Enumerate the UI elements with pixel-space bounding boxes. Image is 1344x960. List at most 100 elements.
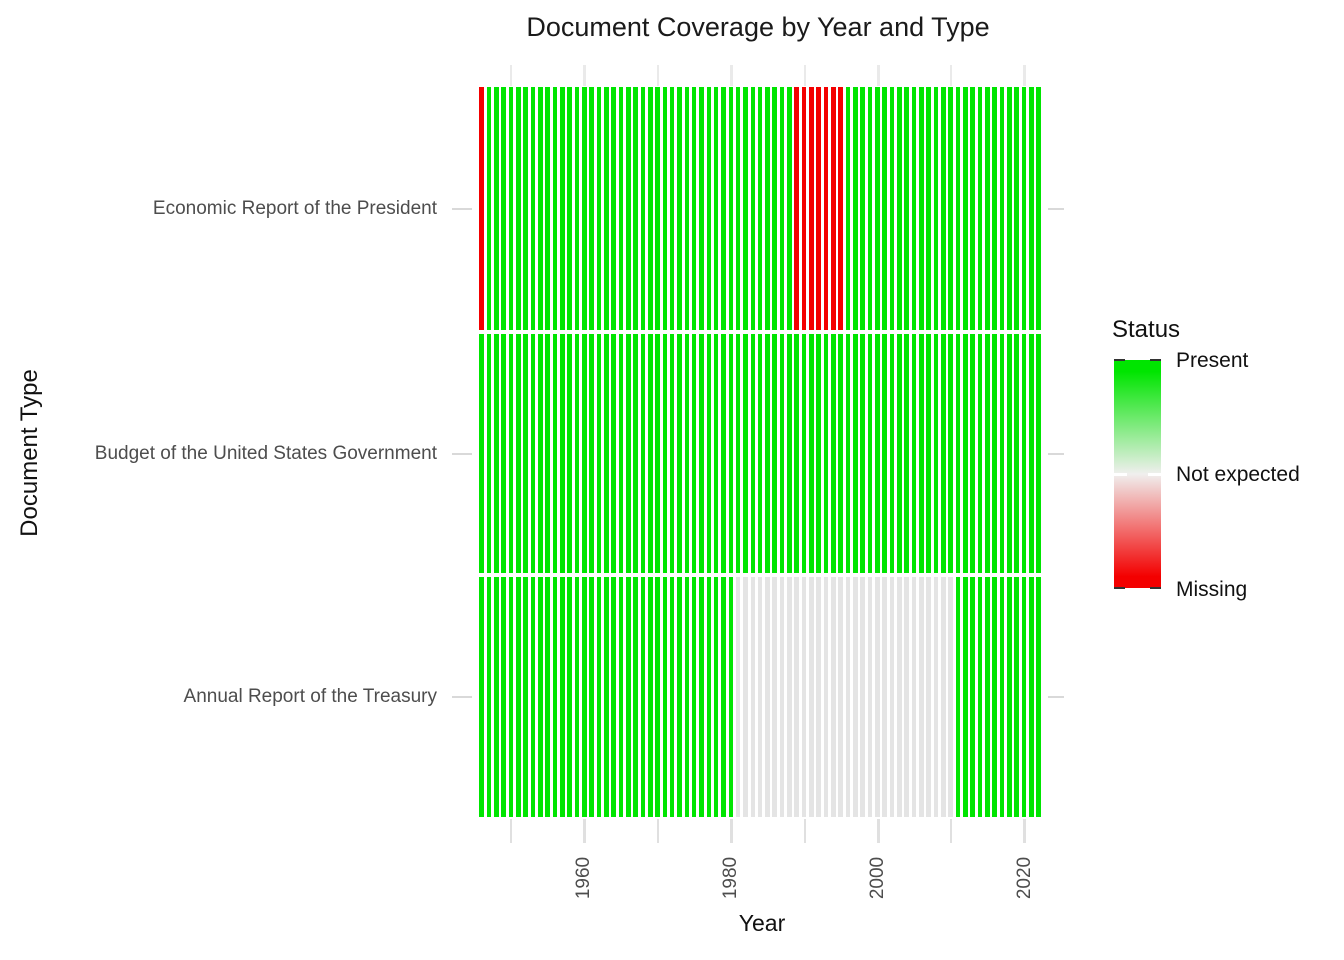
year-bar-2009-not_expected bbox=[941, 577, 946, 817]
year-tile bbox=[808, 87, 815, 330]
legend-colorbar bbox=[1114, 359, 1161, 589]
year-tile bbox=[500, 334, 507, 573]
year-tile bbox=[559, 577, 566, 817]
year-tile bbox=[669, 577, 676, 817]
year-bar-2007-present bbox=[926, 87, 931, 330]
year-tile bbox=[661, 87, 668, 330]
year-bar-1971-present bbox=[662, 87, 668, 330]
year-bar-1985-present bbox=[765, 334, 770, 573]
year-tile bbox=[903, 87, 910, 330]
year-tile bbox=[808, 334, 815, 573]
year-bar-2004-not_expected bbox=[904, 577, 909, 817]
year-bar-1956-present bbox=[552, 577, 558, 817]
year-bar-1995-missing bbox=[838, 87, 844, 330]
year-bar-1979-present bbox=[721, 87, 726, 330]
year-tile bbox=[793, 577, 800, 817]
year-bar-1992-not_expected bbox=[816, 577, 822, 817]
year-tile bbox=[544, 87, 551, 330]
year-tile bbox=[654, 334, 661, 573]
year-tile bbox=[918, 577, 925, 817]
year-bar-1988-not_expected bbox=[787, 577, 792, 817]
colorbar-top-tick-left bbox=[1114, 359, 1125, 361]
year-bar-1994-missing bbox=[831, 87, 836, 330]
year-tile bbox=[559, 334, 566, 573]
year-tile bbox=[478, 334, 485, 573]
year-tile bbox=[625, 577, 632, 817]
year-bar-1997-present bbox=[853, 334, 858, 573]
year-tile bbox=[1020, 87, 1027, 330]
year-tile bbox=[691, 87, 698, 330]
year-tile bbox=[998, 334, 1005, 573]
year-tile bbox=[559, 87, 566, 330]
year-bar-1989-not_expected bbox=[794, 577, 800, 817]
year-bar-1983-present bbox=[750, 87, 756, 330]
year-tile bbox=[500, 87, 507, 330]
year-bar-1983-present bbox=[750, 334, 756, 573]
year-bar-1980-present bbox=[728, 87, 734, 330]
year-tile bbox=[537, 577, 544, 817]
year-tile bbox=[1028, 577, 1035, 817]
year-bar-2011-present bbox=[955, 87, 961, 330]
year-bar-1962-present bbox=[596, 577, 602, 817]
year-bar-1952-present bbox=[523, 87, 528, 330]
year-tile bbox=[881, 334, 888, 573]
year-bar-1969-present bbox=[647, 334, 653, 573]
year-bar-1972-present bbox=[669, 577, 675, 817]
year-bar-1953-present bbox=[530, 577, 536, 817]
year-tile bbox=[705, 577, 712, 817]
year-bar-1987-present bbox=[779, 334, 785, 573]
year-bar-1959-present bbox=[574, 87, 580, 330]
year-tile bbox=[478, 577, 485, 817]
year-tile bbox=[603, 577, 610, 817]
year-bar-2008-not_expected bbox=[933, 577, 939, 817]
year-bar-1947-present bbox=[486, 577, 492, 817]
year-tile bbox=[793, 87, 800, 330]
year-bar-2018-present bbox=[1006, 87, 1012, 330]
year-bar-1951-present bbox=[516, 87, 521, 330]
year-bar-1968-present bbox=[640, 577, 646, 817]
year-bar-1989-missing bbox=[794, 87, 800, 330]
year-tile bbox=[976, 577, 983, 817]
legend-label-missing: Missing bbox=[1176, 578, 1248, 601]
year-tile bbox=[515, 577, 522, 817]
year-tile bbox=[815, 334, 822, 573]
year-tile bbox=[771, 87, 778, 330]
year-bar-1960-present bbox=[581, 334, 587, 573]
tile-row-1 bbox=[478, 334, 1043, 573]
year-bar-2017-present bbox=[999, 334, 1005, 573]
year-tile bbox=[940, 87, 947, 330]
year-bar-2011-present bbox=[955, 334, 961, 573]
year-bar-1990-missing bbox=[801, 87, 807, 330]
year-tile bbox=[947, 334, 954, 573]
year-bar-1980-present bbox=[728, 334, 734, 573]
year-bar-2008-present bbox=[933, 87, 939, 330]
year-bar-1986-present bbox=[772, 334, 778, 573]
year-tile bbox=[910, 87, 917, 330]
year-tile bbox=[485, 87, 492, 330]
x-axis-tick-1950 bbox=[510, 819, 512, 843]
year-tile bbox=[764, 577, 771, 817]
year-tile bbox=[551, 334, 558, 573]
year-bar-2008-present bbox=[933, 334, 939, 573]
year-tile bbox=[537, 87, 544, 330]
year-tile bbox=[573, 334, 580, 573]
year-bar-1946-missing bbox=[479, 87, 484, 330]
year-tile bbox=[1035, 334, 1042, 573]
year-bar-1983-not_expected bbox=[750, 577, 756, 817]
year-bar-1949-present bbox=[501, 577, 506, 817]
year-tile bbox=[669, 334, 676, 573]
year-tile bbox=[998, 87, 1005, 330]
year-bar-2000-present bbox=[875, 334, 880, 573]
year-tile bbox=[954, 87, 961, 330]
year-tile bbox=[544, 577, 551, 817]
year-tile bbox=[1006, 334, 1013, 573]
year-tile bbox=[954, 334, 961, 573]
year-tile bbox=[661, 577, 668, 817]
year-bar-1974-present bbox=[684, 577, 690, 817]
year-bar-1969-present bbox=[647, 87, 653, 330]
year-bar-1954-present bbox=[537, 87, 543, 330]
year-bar-1975-present bbox=[691, 87, 697, 330]
year-tile bbox=[639, 334, 646, 573]
year-bar-1946-present bbox=[479, 577, 484, 817]
year-tile bbox=[947, 87, 954, 330]
